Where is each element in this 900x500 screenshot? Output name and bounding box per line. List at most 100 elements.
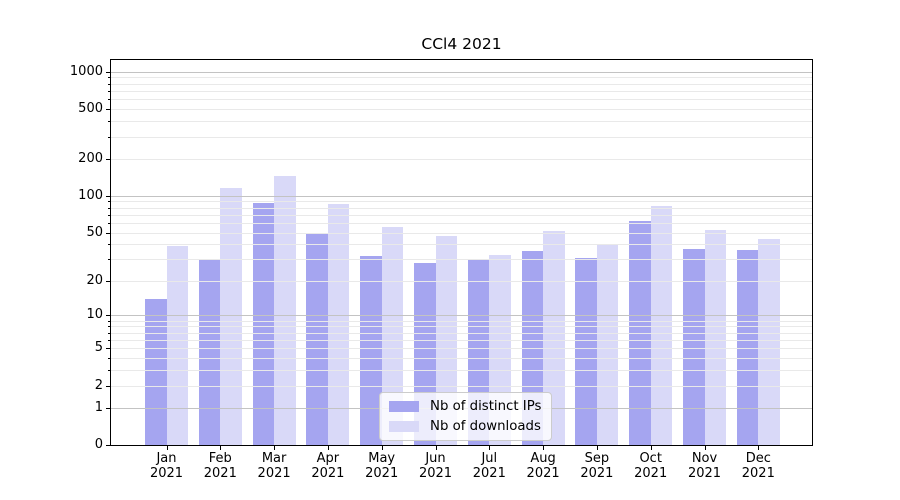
chart-title: CCl4 2021 — [421, 35, 502, 53]
y-axis-tick-label: 0 — [94, 437, 103, 452]
x-axis-tick-label: Jan 2021 — [139, 451, 195, 481]
x-tick-month: Jan — [156, 451, 177, 466]
gridline-minor — [111, 232, 812, 234]
legend-label-distinct-ips: Nb of distinct IPs — [430, 399, 542, 414]
legend-label-downloads: Nb of downloads — [430, 419, 541, 434]
legend-row-distinct-ips: Nb of distinct IPs — [389, 399, 541, 414]
y-tick-mark — [106, 348, 110, 350]
bar-distinct-ips-nov — [683, 248, 705, 445]
y-minor-tick-mark — [108, 259, 110, 261]
y-axis-tick-label: 200 — [78, 150, 103, 166]
x-tick-year: 2021 — [472, 465, 506, 481]
y-axis-tick-label: 1000 — [69, 63, 103, 79]
y-tick-mark — [106, 195, 110, 197]
gridline-minor — [111, 136, 812, 138]
y-minor-tick-mark — [108, 358, 110, 360]
y-axis-tick-label: 2 — [94, 377, 103, 393]
y-minor-tick-mark — [108, 77, 110, 79]
y-minor-tick-mark — [108, 332, 110, 334]
x-tick-mark — [543, 446, 545, 450]
x-tick-mark — [758, 446, 760, 450]
bar-distinct-ips-sep — [575, 257, 597, 445]
x-tick-mark — [220, 446, 222, 450]
x-tick-month: Feb — [208, 451, 232, 466]
x-tick-year: 2021 — [257, 465, 291, 481]
x-axis-tick-label: Apr 2021 — [300, 451, 356, 481]
bar-distinct-ips-apr — [306, 232, 328, 445]
y-minor-tick-mark — [108, 214, 110, 216]
gridline-minor — [111, 207, 812, 209]
y-tick-mark — [106, 158, 110, 160]
x-tick-year: 2021 — [365, 465, 399, 481]
x-tick-mark — [489, 446, 491, 450]
y-minor-tick-mark — [108, 222, 110, 224]
x-tick-mark — [596, 446, 598, 450]
y-axis-tick-label: 500 — [78, 101, 103, 117]
gridline-major — [111, 195, 812, 197]
y-axis-tick-label: 5 — [94, 340, 103, 356]
y-axis-tick-label: 50 — [86, 224, 103, 240]
bar-downloads-jan — [166, 245, 188, 445]
y-axis-tick-label: 10 — [86, 307, 103, 323]
gridline-major — [111, 71, 812, 73]
y-minor-tick-mark — [108, 326, 110, 328]
y-tick-mark — [106, 385, 110, 387]
gridline-minor — [111, 121, 812, 123]
x-tick-year: 2021 — [526, 465, 560, 481]
x-tick-mark — [327, 446, 329, 450]
x-tick-month: Aug — [530, 451, 556, 466]
y-minor-tick-mark — [108, 136, 110, 138]
x-axis-tick-label: Aug 2021 — [515, 451, 571, 481]
legend-row-downloads: Nb of downloads — [389, 419, 541, 434]
x-tick-mark — [166, 446, 168, 450]
y-tick-mark — [106, 315, 110, 317]
bar-distinct-ips-mar — [252, 203, 275, 445]
x-tick-month: Apr — [316, 451, 340, 466]
x-tick-year: 2021 — [203, 465, 237, 481]
y-minor-tick-mark — [108, 370, 110, 372]
x-axis-tick-label: Oct 2021 — [623, 451, 679, 481]
gridline-minor — [111, 370, 812, 372]
x-axis-tick-label: Dec 2021 — [730, 451, 786, 481]
gridline-minor — [111, 83, 812, 85]
x-tick-year: 2021 — [634, 465, 668, 481]
y-minor-tick-mark — [108, 99, 110, 101]
x-axis-tick-label: May 2021 — [354, 451, 410, 481]
x-tick-year: 2021 — [418, 465, 453, 481]
x-tick-year: 2021 — [687, 465, 722, 481]
plot-area — [110, 59, 813, 446]
x-tick-mark — [274, 446, 276, 450]
y-axis-tick-label: 1 — [94, 399, 103, 415]
y-minor-tick-mark — [108, 207, 110, 209]
bar-distinct-ips-may — [360, 256, 382, 445]
y-tick-mark — [106, 280, 110, 282]
x-tick-year: 2021 — [741, 465, 775, 481]
x-axis-tick-label: Mar 2021 — [246, 451, 302, 481]
gridline-minor — [111, 348, 812, 350]
x-axis-tick-label: Nov 2021 — [677, 451, 733, 481]
x-tick-month: May — [368, 451, 396, 466]
legend-swatch-downloads — [389, 421, 419, 432]
gridline-minor — [111, 320, 812, 322]
y-minor-tick-mark — [108, 244, 110, 246]
gridline-minor — [111, 158, 812, 160]
x-axis-tick-label: Sep 2021 — [569, 451, 625, 481]
y-axis-tick-label: 20 — [86, 272, 103, 288]
x-tick-month: Jul — [481, 451, 498, 466]
gridline-minor — [111, 280, 812, 282]
bar-downloads-apr — [327, 203, 350, 445]
x-tick-mark — [650, 446, 652, 450]
gridline-minor — [111, 222, 812, 224]
x-tick-mark — [435, 446, 437, 450]
y-tick-mark — [106, 109, 110, 111]
gridline-minor — [111, 214, 812, 216]
gridline-major — [111, 315, 812, 317]
bar-distinct-ips-dec — [736, 249, 759, 445]
gridline-minor — [111, 109, 812, 111]
bar-distinct-ips-feb — [198, 259, 221, 445]
y-tick-mark — [106, 445, 110, 446]
gridline-minor — [111, 385, 812, 387]
x-tick-mark — [381, 446, 383, 450]
legend-swatch-distinct-ips — [389, 401, 419, 412]
